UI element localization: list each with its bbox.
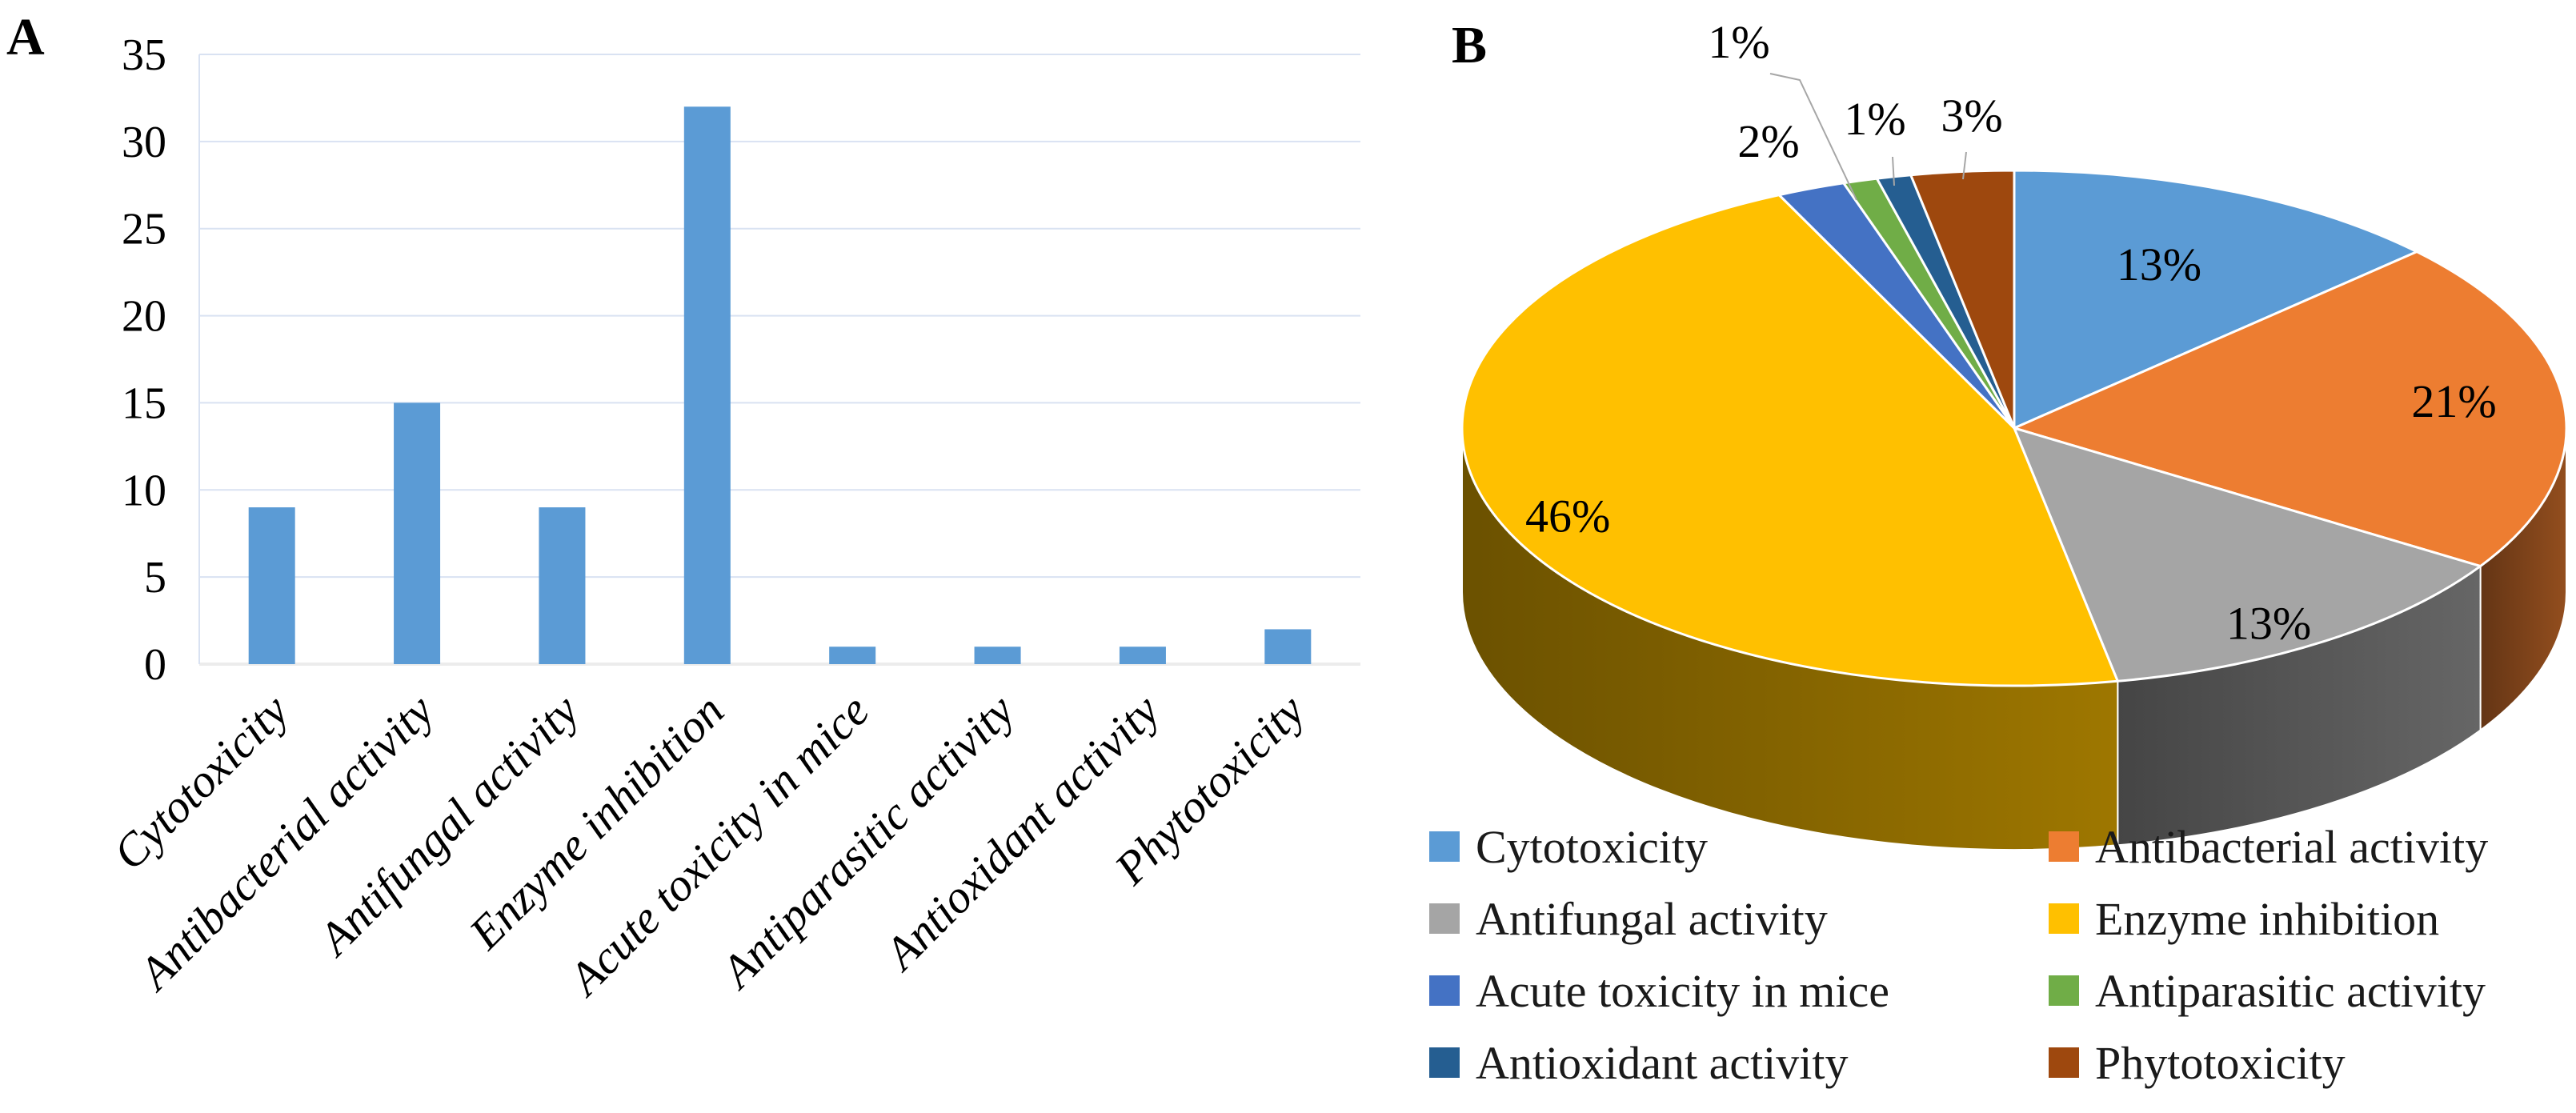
bar — [974, 647, 1021, 664]
bar — [248, 507, 295, 664]
bar — [394, 402, 441, 664]
y-axis-tick-label: 20 — [122, 292, 166, 342]
pie-percent-label: 13% — [2117, 238, 2201, 290]
legend-item: Antifungal activity — [1429, 893, 1828, 945]
y-axis-tick-label: 35 — [122, 30, 166, 80]
legend-swatch-icon — [1429, 1047, 1460, 1078]
legend-label: Phytotoxicity — [2095, 1037, 2346, 1089]
panel-b-label: B — [1452, 16, 1488, 74]
legend-label: Antifungal activity — [1476, 893, 1828, 945]
leader-tick — [1892, 156, 1895, 186]
legend-item: Antibacterial activity — [2049, 821, 2488, 873]
legend-label: Antiparasitic activity — [2095, 965, 2486, 1017]
pie-slice — [1460, 194, 2119, 687]
leader-line — [1769, 73, 1857, 201]
legend-swatch-icon — [2049, 831, 2079, 862]
leader-tick — [1962, 151, 1967, 180]
y-axis-tick-label: 25 — [122, 205, 166, 254]
pie-slice — [2013, 250, 2568, 568]
legend-label: Antibacterial activity — [2095, 821, 2488, 873]
bar — [683, 106, 731, 665]
panel-a-label: A — [6, 8, 45, 66]
bar — [1264, 629, 1312, 664]
pie-slice — [1909, 169, 2016, 430]
x-category-label: Antifungal activity — [306, 684, 589, 967]
legend-item: Acute toxicity in mice — [1429, 965, 1889, 1017]
bar — [1119, 647, 1166, 664]
pie-percent-label: 2% — [1737, 115, 1799, 167]
pie-percent-label: 13% — [2226, 597, 2311, 649]
pie-percent-label: 1% — [1708, 16, 1769, 68]
y-axis-tick-label: 15 — [122, 378, 166, 428]
legend-label: Acute toxicity in mice — [1476, 965, 1889, 1017]
legend-label: Cytotoxicity — [1476, 821, 1708, 873]
legend-swatch-icon — [2049, 1047, 2079, 1078]
pie-chart-3d-panel-b: 13% 21% 13% 46% 2% 1% 1% 3% Cytotoxicity Antibact… — [1429, 16, 2568, 1089]
y-axis-tick-label: 0 — [144, 640, 166, 690]
pie-percent-label: 1% — [1844, 93, 1905, 145]
y-axis-tick-label: 30 — [122, 118, 166, 167]
legend-item: Phytotoxicity — [2049, 1037, 2346, 1089]
legend-swatch-icon — [2049, 975, 2079, 1006]
legend-item: Enzyme inhibition — [2049, 893, 2439, 945]
legend-swatch-icon — [1429, 975, 1460, 1006]
pie-slice — [2013, 169, 2418, 430]
bar — [539, 507, 586, 664]
legend-label: Antioxidant activity — [1476, 1037, 1849, 1089]
y-axis-tick-label: 5 — [144, 553, 166, 603]
x-category-label: Enzyme inhibition — [459, 684, 734, 959]
pie-slice — [2013, 426, 2482, 683]
bar-chart-panel-a: 05101520253035CytotoxicityAntibacterial … — [103, 30, 1360, 1007]
legend-label: Enzyme inhibition — [2095, 893, 2439, 945]
legend-item: Antiparasitic activity — [2049, 965, 2486, 1017]
legend-swatch-icon — [1429, 831, 1460, 862]
pie-percent-label: 3% — [1941, 90, 2002, 142]
pie-percent-label: 46% — [1525, 490, 1610, 542]
legend-swatch-icon — [2049, 903, 2079, 934]
pie-percent-label: 21% — [2411, 375, 2496, 427]
bar — [829, 647, 876, 664]
y-axis-tick-label: 10 — [122, 466, 166, 515]
x-category-label: Antioxidant activity — [872, 684, 1169, 981]
legend-item: Antioxidant activity — [1429, 1037, 1849, 1089]
legend-swatch-icon — [1429, 903, 1460, 934]
legend-item: Cytotoxicity — [1429, 821, 1708, 873]
